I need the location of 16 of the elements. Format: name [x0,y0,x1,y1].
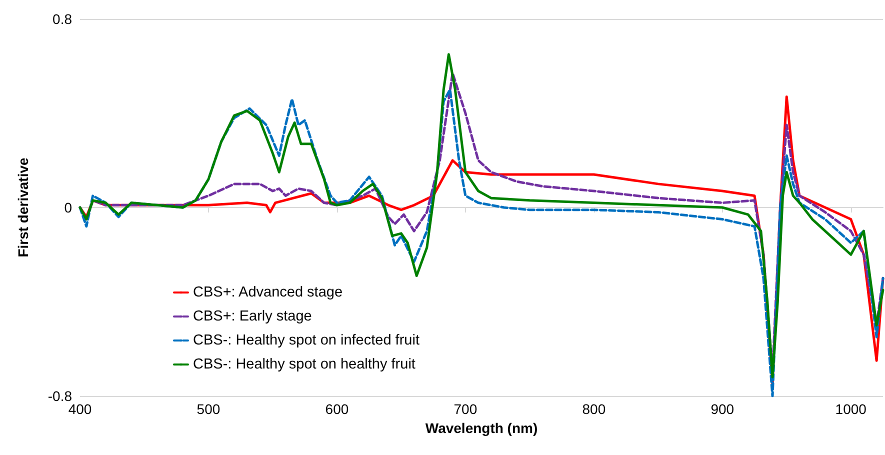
y-tick-label: -0.8 [48,388,72,404]
x-tick-label: 400 [68,401,92,417]
y-tick-label: 0 [64,200,72,216]
y-axis-title: First derivative [15,157,31,258]
x-tick-label: 900 [710,401,734,417]
x-axis-title: Wavelength (nm) [425,420,538,436]
legend-label: CBS-: Healthy spot on healthy fruit [193,356,416,372]
legend-label: CBS+: Advanced stage [193,284,343,300]
y-tick-label: 0.8 [52,11,72,27]
x-tick-label: 500 [196,401,220,417]
x-tick-label: 700 [454,401,478,417]
legend-label: CBS-: Healthy spot on infected fruit [193,332,420,348]
legend-label: CBS+: Early stage [193,308,312,324]
x-tick-label: 600 [325,401,349,417]
x-tick-label: 800 [582,401,606,417]
x-tick-label: 1000 [835,401,867,417]
